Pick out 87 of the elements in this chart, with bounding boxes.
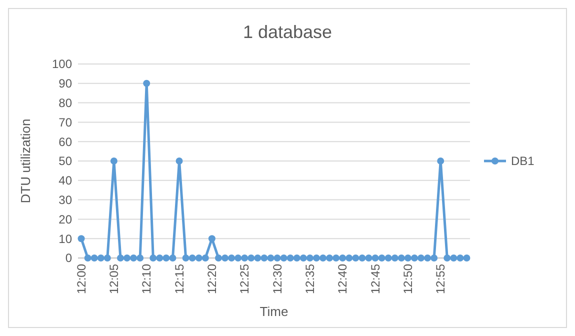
x-tick-label: 12:55 xyxy=(434,264,448,294)
y-tick-label: 100 xyxy=(52,57,72,72)
point xyxy=(306,254,314,262)
point xyxy=(241,254,248,262)
point xyxy=(286,254,294,262)
point xyxy=(116,254,124,262)
point xyxy=(391,254,398,262)
point xyxy=(312,254,320,262)
y-tick-label: 50 xyxy=(58,154,72,168)
point xyxy=(90,254,98,262)
point xyxy=(124,254,130,262)
point xyxy=(300,254,307,262)
point xyxy=(346,254,353,262)
point xyxy=(130,254,138,262)
point xyxy=(418,254,424,262)
point xyxy=(372,254,379,262)
x-tick-label: 12:00 xyxy=(74,264,88,294)
x-tick-label: 12:20 xyxy=(204,264,219,294)
point xyxy=(365,254,372,262)
x-tick-label: 12:45 xyxy=(368,264,382,294)
y-tick-label: 60 xyxy=(58,134,72,149)
point xyxy=(430,254,438,262)
point xyxy=(358,254,366,262)
x-tick-label: 12:40 xyxy=(336,264,350,294)
point xyxy=(162,254,170,262)
point xyxy=(97,254,104,262)
point xyxy=(228,254,236,262)
y-tick-label: 30 xyxy=(58,193,72,207)
point xyxy=(136,254,144,262)
point xyxy=(444,254,451,262)
point xyxy=(248,254,255,262)
point xyxy=(410,254,418,262)
point xyxy=(424,254,432,262)
point xyxy=(378,254,386,262)
x-tick-label: 12:10 xyxy=(140,264,154,294)
point xyxy=(78,235,85,242)
point xyxy=(274,254,281,262)
point xyxy=(326,254,334,262)
point xyxy=(110,158,118,164)
x-axis-title: Time xyxy=(260,304,288,319)
point xyxy=(398,254,405,262)
point xyxy=(222,254,228,262)
point xyxy=(404,254,412,262)
x-tick-label: 12:25 xyxy=(238,264,252,294)
point xyxy=(169,254,176,262)
y-tick-label: 90 xyxy=(58,76,72,91)
x-tick-label: 12:35 xyxy=(302,264,317,294)
point xyxy=(456,254,464,262)
legend-label: DB1 xyxy=(511,154,535,168)
point xyxy=(463,254,470,262)
x-tick-label: 12:30 xyxy=(270,264,284,294)
point xyxy=(188,254,196,262)
y-tick-label: 80 xyxy=(58,96,72,110)
y-tick-label: 70 xyxy=(58,115,72,130)
point xyxy=(339,254,346,262)
y-tick-label: 0 xyxy=(65,251,72,266)
x-tick-label: 12:50 xyxy=(400,264,415,294)
point xyxy=(450,254,458,262)
point xyxy=(176,158,183,164)
point xyxy=(156,254,164,262)
y-tick-label: 10 xyxy=(58,232,72,246)
chart-title: 1 database xyxy=(242,22,332,42)
point xyxy=(384,254,392,262)
y-axis-title: DTU utilization xyxy=(18,118,33,204)
x-tick-label: 12:05 xyxy=(106,264,121,294)
point xyxy=(437,158,444,164)
y-tick-label: 20 xyxy=(58,212,72,226)
point xyxy=(234,254,242,262)
point xyxy=(293,254,300,262)
point xyxy=(182,254,190,262)
point xyxy=(254,254,262,262)
point xyxy=(84,254,92,262)
point xyxy=(260,254,268,262)
point xyxy=(195,254,202,262)
point xyxy=(104,254,111,262)
point xyxy=(352,254,360,262)
point xyxy=(208,235,216,242)
point xyxy=(202,254,209,262)
point xyxy=(320,254,326,262)
point xyxy=(143,80,150,87)
x-tick-label: 12:15 xyxy=(172,264,186,294)
point xyxy=(267,254,274,262)
point xyxy=(332,254,340,262)
point xyxy=(280,254,288,262)
point xyxy=(150,254,157,262)
point xyxy=(214,254,222,262)
y-tick-label: 40 xyxy=(58,174,72,188)
